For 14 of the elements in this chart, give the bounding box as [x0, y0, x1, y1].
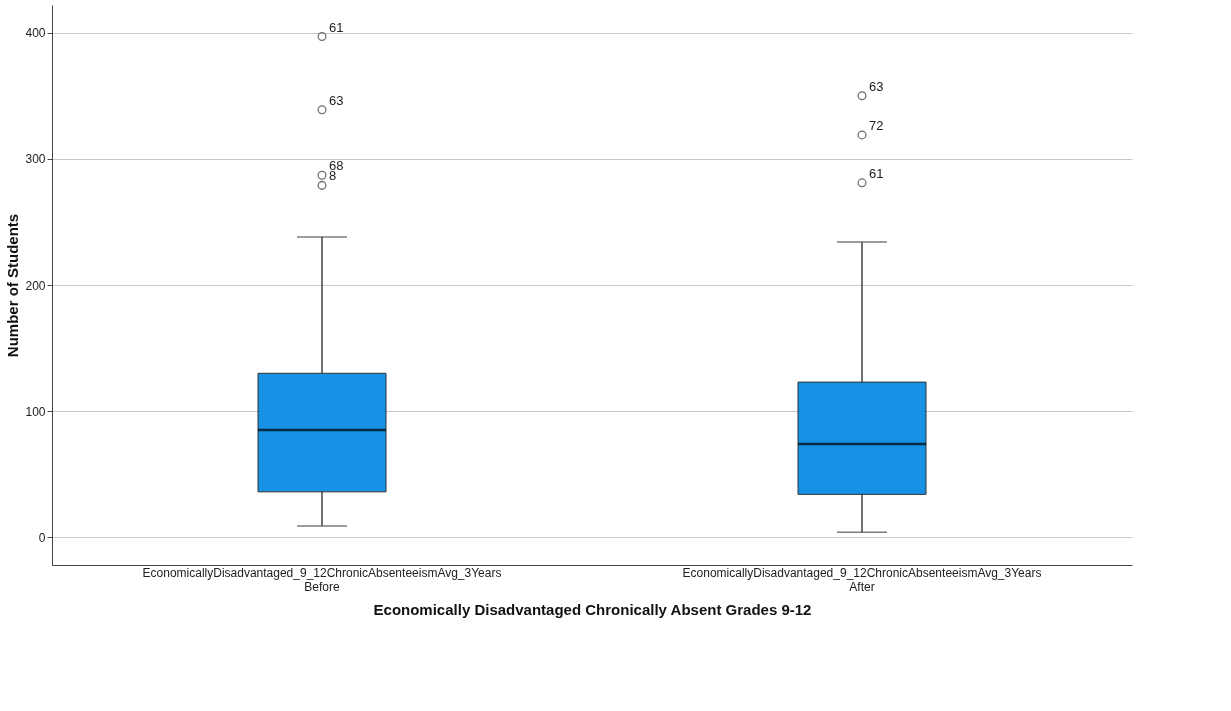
y-tick-label: 100 — [25, 404, 46, 419]
annotation: 61 — [329, 19, 344, 35]
annotation: 63 — [329, 92, 344, 108]
y-axis-title: Number of Students — [4, 213, 22, 358]
y-tick-label: 300 — [25, 152, 46, 167]
x-tick-label: EconomicallyDisadvantaged_9_12ChronicAbsenteeismAvg_3Years After — [682, 565, 1042, 594]
y-tick-label: 0 — [38, 530, 46, 545]
y-tick-label: 200 — [25, 278, 46, 293]
annotation: 72 — [869, 117, 884, 133]
y-tick-label: 400 — [25, 26, 46, 41]
annotation: 63 — [869, 78, 884, 94]
x-axis-title: Economically Disadvantaged Chronically Absent Grades 9-12 — [373, 600, 812, 618]
x-tick-label: EconomicallyDisadvantaged_9_12ChronicAbsenteeismAvg_3Years Before — [142, 565, 502, 594]
annotation: 61 — [869, 165, 884, 181]
